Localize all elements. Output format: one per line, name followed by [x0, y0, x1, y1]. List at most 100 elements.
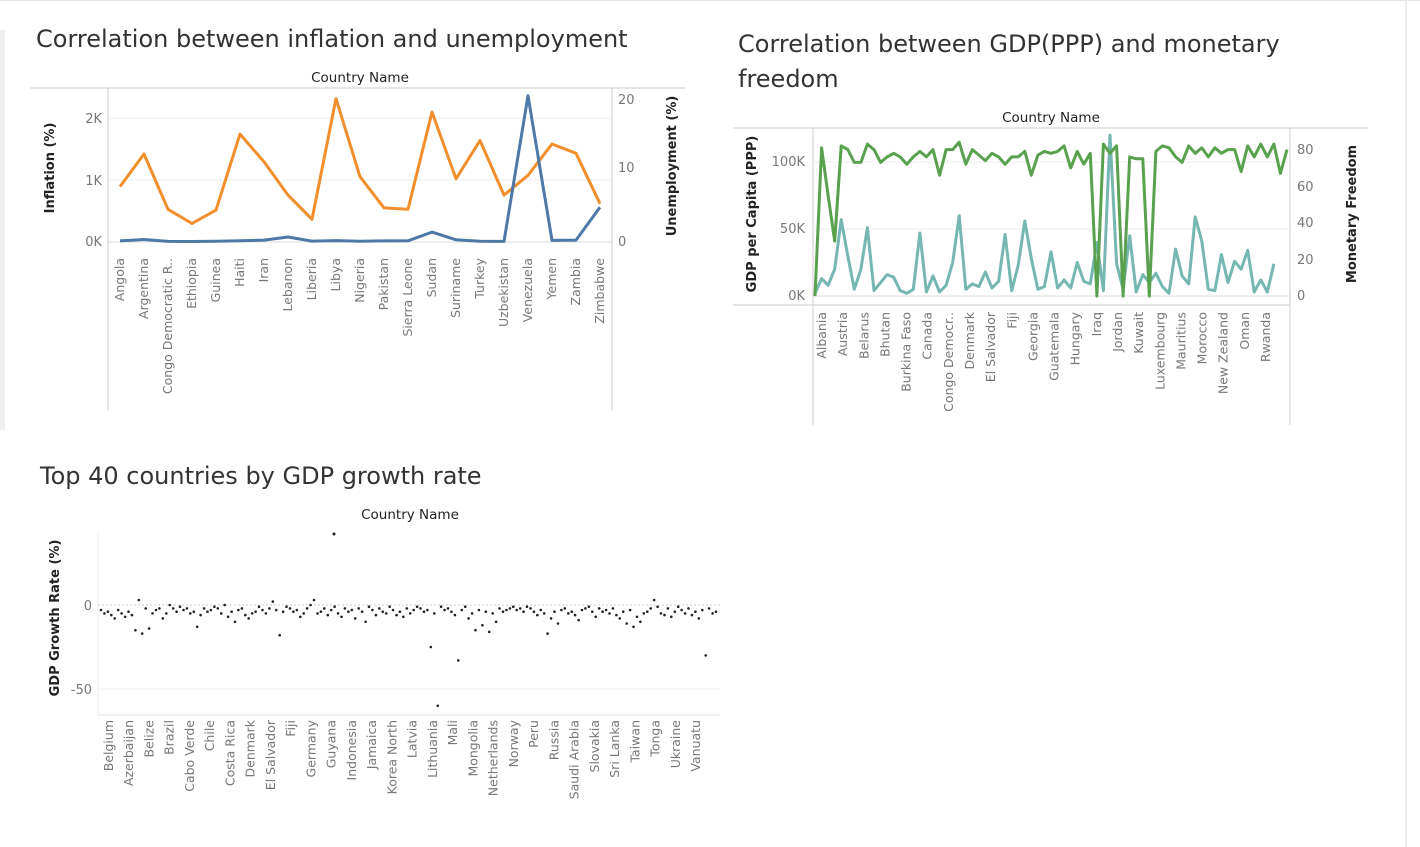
- chart3-x-label-indonesia: Indonesia: [344, 720, 359, 780]
- chart2-x-label-fiji: Fiji: [1004, 312, 1019, 329]
- chart3-point: [546, 632, 549, 635]
- chart1-x-label-sierra-leone: Sierra Leone: [400, 258, 415, 337]
- chart3-point: [127, 610, 130, 613]
- chart3-point: [326, 613, 330, 617]
- chart2-right-tick-0: 0: [1297, 289, 1305, 304]
- chart3-x-label-brazil: Brazil: [162, 720, 177, 755]
- chart2-x-label-morocco: Morocco: [1195, 312, 1210, 364]
- chart3-point: [353, 617, 357, 620]
- chart3-point: [213, 605, 216, 608]
- chart2-x-label-canada: Canada: [920, 312, 935, 360]
- chart3-point: [261, 608, 264, 612]
- chart1-x-label-guinea: Guinea: [208, 258, 223, 302]
- chart2-title-line2: freedom: [738, 65, 839, 93]
- chart3-point: [302, 612, 306, 615]
- chart3-points: [99, 532, 718, 708]
- chart3-point: [113, 617, 116, 620]
- chart3-point: [666, 607, 670, 610]
- chart3-point: [412, 608, 416, 612]
- chart3-point: [618, 617, 622, 620]
- chart3-point: [299, 615, 302, 619]
- chart3-point: [532, 610, 536, 613]
- chart1-x-label-pakistan: Pakistan: [376, 258, 391, 310]
- chart3-point: [429, 645, 433, 649]
- chart3-point: [567, 612, 570, 615]
- chart3-point: [635, 615, 639, 619]
- chart3-x-label-mali: Mali: [445, 720, 460, 745]
- chart3-point: [250, 612, 254, 615]
- chart3-point: [639, 620, 642, 624]
- chart3-point: [144, 607, 147, 610]
- chart3-point: [646, 610, 649, 613]
- chart3-point: [711, 612, 714, 615]
- chart3-x-label-korea-north: Korea North: [384, 720, 399, 794]
- chart3-title: Top 40 countries by GDP growth rate: [40, 462, 482, 490]
- chart3-x-label-mongolia: Mongolia: [465, 720, 480, 777]
- chart3-point: [274, 608, 278, 612]
- chart3-point: [216, 607, 220, 610]
- chart3-x-label-azerbaijan: Azerbaijan: [121, 720, 136, 786]
- chart3-point: [580, 608, 584, 612]
- chart2-right-tick-1: 20: [1297, 253, 1314, 268]
- chart3-point: [487, 630, 491, 634]
- chart1: Country Name 0K 1K 2K 0 10 20 Inflation …: [30, 70, 685, 410]
- chart3-point: [230, 610, 233, 613]
- chart3-point: [470, 612, 474, 615]
- chart2-x-label-jordan: Jordan: [1110, 312, 1125, 353]
- chart3-point: [189, 612, 192, 615]
- chart3-point: [264, 612, 268, 615]
- chart2-x-label-georgia: Georgia: [1025, 312, 1040, 361]
- chart3-x-label-costa-rica: Costa Rica: [222, 720, 237, 786]
- chart3-point: [381, 610, 385, 613]
- chart3-point: [477, 608, 481, 612]
- chart2-x-label-guatemala: Guatemala: [1047, 312, 1062, 381]
- chart3-point: [439, 605, 443, 608]
- chart3-x-label-belize: Belize: [141, 720, 156, 758]
- chart3-point: [244, 613, 247, 617]
- chart3-point: [395, 613, 398, 617]
- chart3-point: [402, 615, 405, 619]
- chart3-point: [309, 603, 312, 607]
- right-frame-line: [1405, 0, 1407, 847]
- chart3-point: [110, 613, 113, 617]
- chart2-left-tick-0: 0K: [788, 289, 805, 304]
- chart3-point: [512, 605, 515, 608]
- chart3-point: [99, 608, 103, 612]
- chart3-x-label-saudi-arabia: Saudi Arabia: [567, 720, 582, 799]
- chart3-x-label-el-salvador: El Salvador: [263, 719, 278, 790]
- chart3-point: [529, 607, 532, 610]
- chart3-axis-title: GDP Growth Rate (%): [48, 540, 63, 697]
- chart3-x-label-vanuatu: Vanuatu: [688, 720, 703, 772]
- chart3-point: [608, 612, 611, 615]
- chart2-header: Country Name: [1002, 110, 1100, 126]
- chart3-point: [604, 608, 608, 612]
- chart1-unemployment-line: [118, 97, 602, 225]
- chart3-point: [398, 610, 402, 613]
- chart3-point: [484, 610, 488, 613]
- chart3-header: Country Name: [361, 507, 459, 523]
- chart3-point: [539, 608, 543, 612]
- chart3-point: [573, 613, 577, 617]
- chart2-x-label-austria: Austria: [835, 312, 850, 356]
- chart3-point: [178, 605, 182, 608]
- chart3-point: [371, 608, 374, 612]
- chart1-series: [118, 94, 602, 243]
- chart3-point: [288, 607, 292, 610]
- chart3-point: [378, 607, 381, 610]
- chart3-point: [158, 607, 161, 610]
- chart3-x-label-fiji: Fiji: [283, 720, 298, 737]
- chart1-right-axis-title: Unemployment (%): [665, 96, 680, 237]
- chart1-x-label-nigeria: Nigeria: [352, 258, 367, 303]
- chart3-x-label-cabo-verde: Cabo Verde: [182, 720, 197, 792]
- chart2: Country Name 0K 50K 100K 0 20 40 60 80 G…: [733, 110, 1368, 425]
- chart2-x-label-hungary: Hungary: [1068, 311, 1083, 365]
- chart3-point: [350, 608, 354, 612]
- chart2-x-label-bhutan: Bhutan: [877, 312, 892, 357]
- chart3-point: [615, 613, 618, 617]
- chart3-point: [347, 610, 350, 613]
- chart3-point: [257, 605, 261, 608]
- chart3-point: [130, 613, 134, 617]
- chart3-point: [240, 607, 244, 610]
- chart3-x-label-latvia: Latvia: [405, 720, 420, 758]
- chart1-x-labels: Angola Argentina Congo Democratic R.. Ethio…: [112, 257, 607, 394]
